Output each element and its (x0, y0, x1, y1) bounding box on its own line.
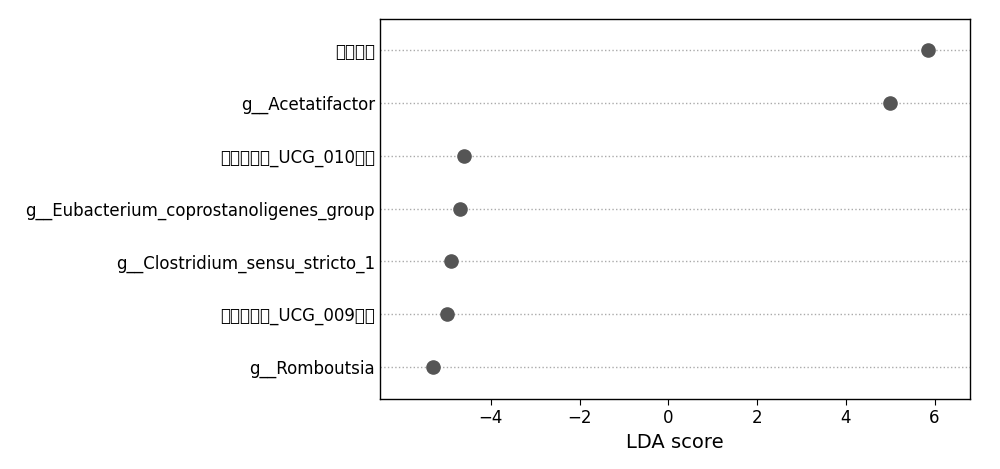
Point (920, 47, 936, 54)
Point (882, 99, 898, 107)
Point (456, 152, 472, 159)
Point (439, 310, 455, 318)
X-axis label: LDA score: LDA score (626, 432, 724, 452)
Point (425, 363, 441, 371)
Point (443, 258, 459, 265)
Point (452, 205, 468, 212)
